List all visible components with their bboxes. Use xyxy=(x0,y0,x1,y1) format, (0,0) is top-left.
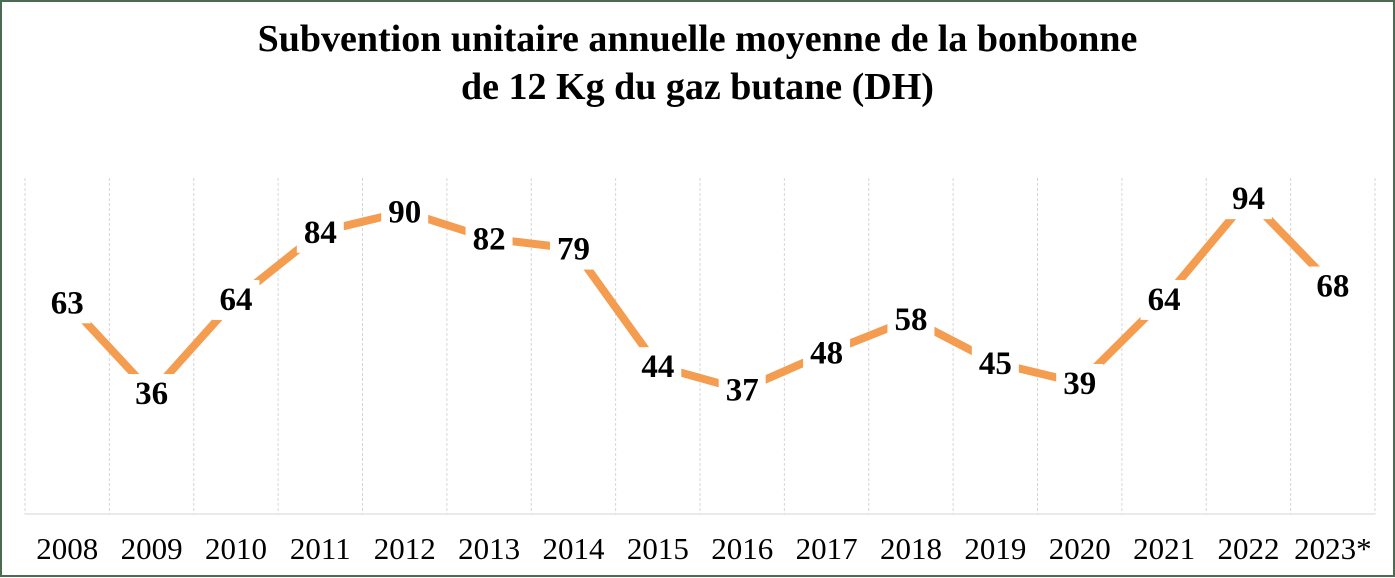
x-axis-tick-label: 2018 xyxy=(880,531,942,566)
data-label: 37 xyxy=(718,370,766,411)
data-label: 84 xyxy=(296,212,344,253)
x-axis-labels: 2008 2009 2010 2011 2012 2013 2014 2015 2016 2017… xyxy=(36,531,1371,566)
data-label-mask xyxy=(718,370,766,411)
x-axis-tick-label: 2009 xyxy=(121,531,183,566)
data-label-text: 64 xyxy=(1148,282,1181,318)
x-axis-tick-label: 2020 xyxy=(1049,531,1111,566)
x-axis-tick-label: 2022 xyxy=(1217,531,1279,566)
data-label-text: 36 xyxy=(135,376,168,412)
data-label-mask xyxy=(971,343,1019,384)
data-label-text: 68 xyxy=(1316,269,1349,305)
x-axis-tick-label: 2011 xyxy=(290,531,351,566)
x-axis-tick-label: 2021 xyxy=(1133,531,1195,566)
data-label: 45 xyxy=(971,343,1019,384)
x-axis-tick-label: 2008 xyxy=(36,531,98,566)
data-label-text: 79 xyxy=(557,232,590,268)
data-labels: 63 36 64 84 90 82 79 44 37 48 58 45 39 64 94 68 xyxy=(43,179,1357,415)
data-label-mask xyxy=(381,192,429,233)
data-label-text: 94 xyxy=(1232,181,1265,217)
data-label: 68 xyxy=(1309,266,1357,307)
data-label-text: 84 xyxy=(304,215,337,251)
data-label-text: 45 xyxy=(979,346,1012,382)
data-label: 58 xyxy=(887,300,935,341)
data-label-mask xyxy=(634,347,682,388)
data-label-mask xyxy=(549,229,597,270)
data-label-mask xyxy=(465,219,513,260)
data-label: 82 xyxy=(465,219,513,260)
data-label: 64 xyxy=(1140,279,1188,320)
data-label-mask xyxy=(43,283,91,324)
data-label-text: 39 xyxy=(1063,366,1096,402)
data-label-mask xyxy=(1224,179,1272,220)
data-label-mask xyxy=(887,300,935,341)
chart-title: Subvention unitaire annuelle moyenne de … xyxy=(2,16,1393,112)
x-axis-tick-label: 2015 xyxy=(627,531,689,566)
data-label-text: 90 xyxy=(388,195,421,231)
data-label-text: 63 xyxy=(51,285,84,321)
data-label: 79 xyxy=(549,229,597,270)
x-axis-tick-label: 2010 xyxy=(205,531,267,566)
data-label-text: 48 xyxy=(810,336,843,372)
data-label-text: 82 xyxy=(473,221,506,257)
data-label-text: 58 xyxy=(894,302,927,338)
data-label: 36 xyxy=(128,374,176,415)
x-axis-tick-label: 2012 xyxy=(374,531,436,566)
data-label: 44 xyxy=(634,347,682,388)
data-label-mask xyxy=(128,374,176,415)
x-axis-tick-label: 2017 xyxy=(796,531,858,566)
data-label-mask xyxy=(296,212,344,253)
data-label-mask xyxy=(803,333,851,374)
data-label-mask xyxy=(212,279,260,320)
data-label: 39 xyxy=(1056,363,1104,404)
data-label-text: 64 xyxy=(219,282,252,318)
data-label: 64 xyxy=(212,279,260,320)
data-label-text: 44 xyxy=(641,349,674,385)
data-label: 63 xyxy=(43,283,91,324)
x-axis-tick-label: 2014 xyxy=(542,531,605,566)
line-chart-canvas: 63 36 64 84 90 82 79 44 37 48 58 45 39 64 94 68 2008 2009… xyxy=(24,178,1376,566)
chart-title-line-2: de 12 Kg du gaz butane (DH) xyxy=(461,65,934,108)
data-label-mask xyxy=(1056,363,1104,404)
data-label-text: 37 xyxy=(726,373,759,409)
x-axis-tick-label: 2016 xyxy=(711,531,773,566)
data-label-mask xyxy=(1140,279,1188,320)
chart-title-line-1: Subvention unitaire annuelle moyenne de … xyxy=(257,18,1138,60)
data-label-mask xyxy=(1309,266,1357,307)
gridlines xyxy=(24,178,1376,514)
x-axis-tick-label: 2013 xyxy=(458,531,520,566)
data-label: 94 xyxy=(1224,179,1272,220)
data-label: 90 xyxy=(381,192,429,233)
x-axis-tick-label: 2023* xyxy=(1294,531,1372,566)
data-series-line xyxy=(63,194,1337,397)
data-label: 48 xyxy=(803,333,851,374)
x-axis-tick-label: 2019 xyxy=(964,531,1026,566)
